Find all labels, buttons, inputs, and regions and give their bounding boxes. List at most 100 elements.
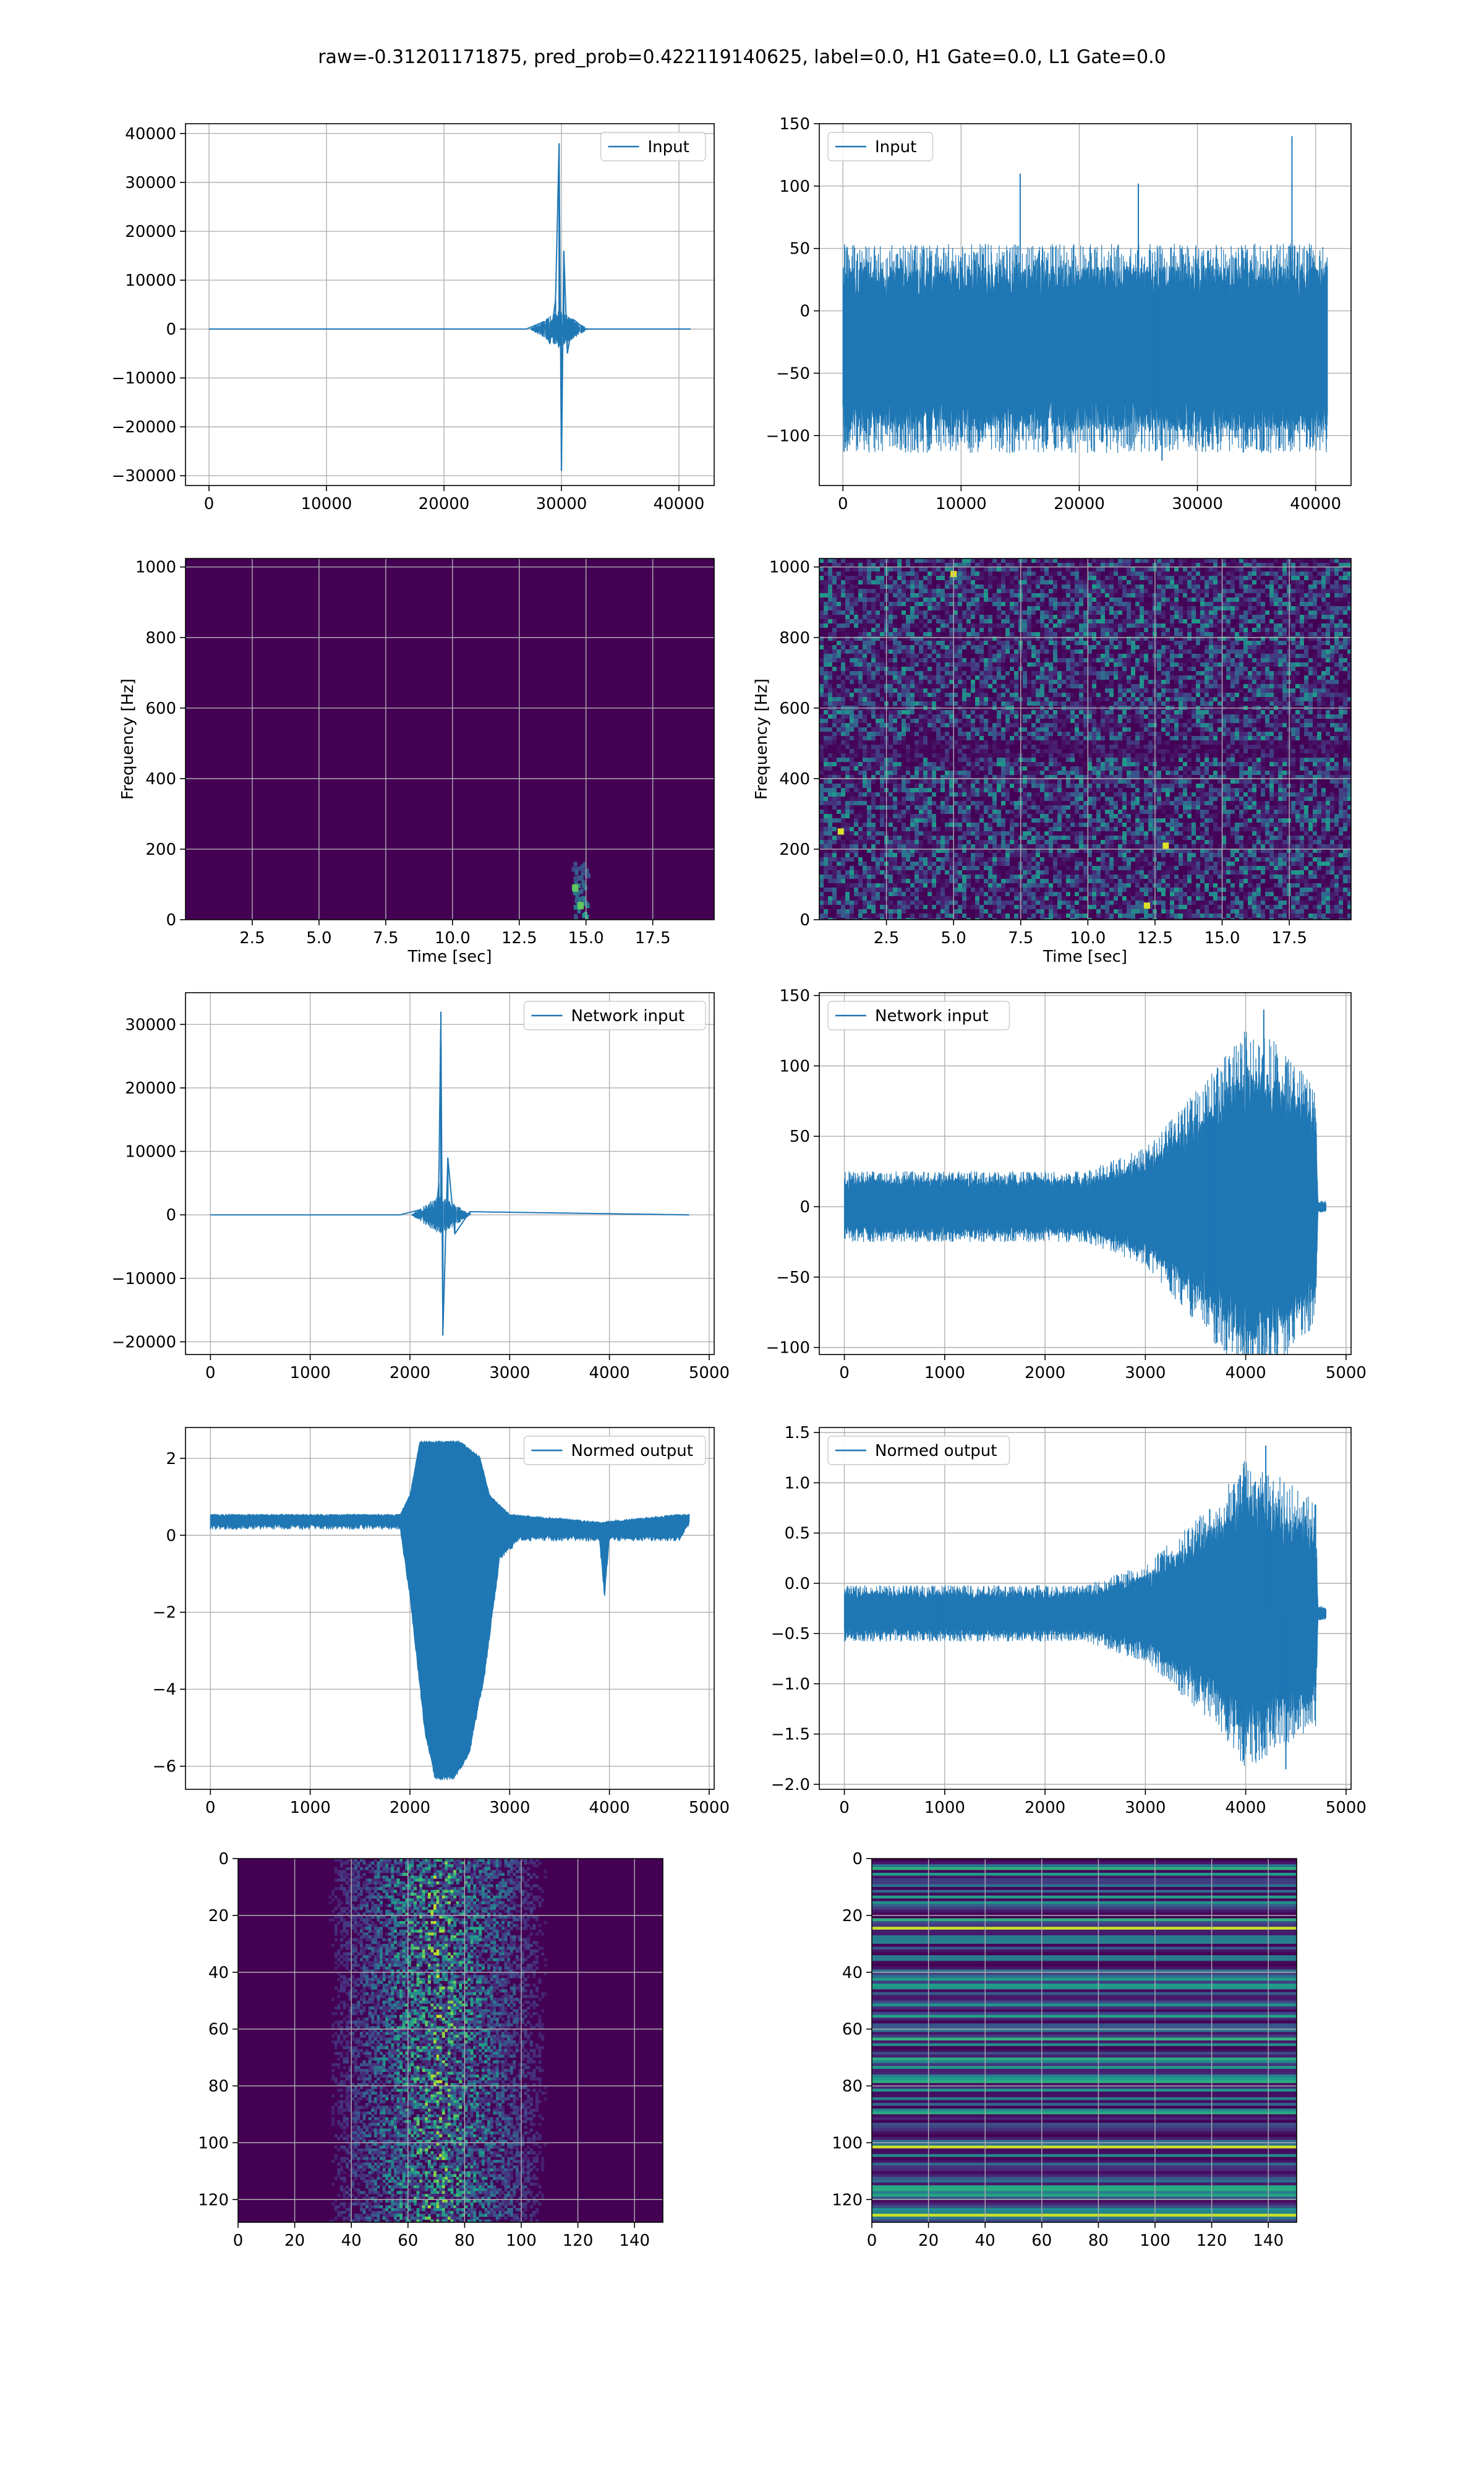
- heatmap-cell: [1114, 567, 1118, 571]
- heatmap-cell: [837, 628, 841, 632]
- heatmap-cell: [1269, 563, 1274, 567]
- heatmap-cell: [867, 589, 871, 593]
- heatmap-cell: [1023, 671, 1027, 675]
- heatmap-cell: [1274, 593, 1278, 597]
- heatmap-cell: [893, 602, 897, 606]
- heatmap-cell: [1248, 606, 1252, 610]
- heatmap-cell: [962, 636, 966, 641]
- heatmap-cell: [1213, 563, 1217, 567]
- heatmap-cell: [841, 615, 845, 619]
- heatmap-cell: [1036, 697, 1040, 701]
- plot-area: [186, 559, 714, 920]
- heatmap-cell: [828, 654, 832, 658]
- heatmap-cell: [889, 671, 893, 675]
- heatmap-cell: [962, 641, 966, 645]
- heatmap-cell: [1192, 563, 1196, 567]
- heatmap-cell: [1326, 654, 1330, 658]
- heatmap-cell: [979, 649, 984, 654]
- heatmap-cell: [1174, 654, 1179, 658]
- heatmap-cell: [832, 688, 837, 693]
- heatmap-cell: [1066, 688, 1070, 693]
- heatmap-cell: [984, 688, 988, 693]
- heatmap-cell: [1122, 649, 1127, 654]
- heatmap-cell: [971, 684, 975, 688]
- heatmap-cell: [1343, 576, 1347, 580]
- heatmap-cell: [1083, 701, 1088, 706]
- heatmap-cell: [1326, 597, 1330, 602]
- heatmap-cell: [1174, 667, 1179, 671]
- heatmap-cell: [902, 645, 906, 649]
- heatmap-cell: [979, 719, 984, 723]
- heatmap-cell: [828, 701, 832, 706]
- heatmap-cell: [1174, 619, 1179, 623]
- heatmap-cell: [819, 563, 824, 567]
- heatmap-cell: [1334, 645, 1339, 649]
- heatmap-cell: [1062, 723, 1066, 727]
- heatmap-cell: [1278, 636, 1282, 641]
- heatmap-cell: [1049, 667, 1053, 671]
- heatmap-cell: [1300, 563, 1304, 567]
- heatmap-cell: [1291, 602, 1295, 606]
- heatmap-cell: [1217, 567, 1222, 571]
- heatmap-cell: [1114, 610, 1118, 615]
- heatmap-cell: [1291, 623, 1295, 628]
- heatmap-cell: [1304, 636, 1308, 641]
- heatmap-cell: [1088, 719, 1092, 723]
- heatmap-cell: [997, 714, 1001, 719]
- heatmap-cell: [962, 684, 966, 688]
- heatmap-cell: [1131, 606, 1135, 610]
- heatmap-cell: [841, 597, 845, 602]
- heatmap-cell: [1291, 654, 1295, 658]
- heatmap-cell: [1217, 593, 1222, 597]
- heatmap-cell: [1343, 684, 1347, 688]
- heatmap-cell: [1230, 563, 1235, 567]
- heatmap-cell: [828, 606, 832, 610]
- heatmap-cell: [1010, 571, 1014, 576]
- heatmap-cell: [1096, 619, 1101, 623]
- heatmap-cell: [1174, 615, 1179, 619]
- heatmap-cell: [880, 688, 884, 693]
- heatmap-cell: [1187, 576, 1192, 580]
- heatmap-cell: [1166, 684, 1170, 688]
- heatmap-cell: [1083, 597, 1088, 602]
- heatmap-cell: [927, 671, 932, 675]
- heatmap-cell: [1239, 589, 1243, 593]
- heatmap-cell: [858, 723, 863, 727]
- heatmap-cell: [1161, 628, 1166, 632]
- heatmap-cell: [1326, 693, 1330, 697]
- heatmap-cell: [850, 580, 854, 584]
- heatmap-cell: [1144, 675, 1148, 680]
- heatmap-cell: [1243, 610, 1248, 615]
- heatmap-cell: [893, 571, 897, 576]
- heatmap-cell: [854, 567, 858, 571]
- heatmap-cell: [845, 649, 850, 654]
- heatmap-cell: [979, 571, 984, 576]
- heatmap-cell: [1148, 628, 1153, 632]
- heatmap-cell: [1300, 719, 1304, 723]
- heatmap-cell: [1321, 671, 1326, 675]
- heatmap-cell: [1295, 571, 1300, 576]
- heatmap-cell: [581, 870, 585, 876]
- heatmap-cell: [1269, 693, 1274, 697]
- heatmap-cell: [940, 559, 945, 563]
- heatmap-cell: [932, 701, 936, 706]
- heatmap-cell: [915, 589, 919, 593]
- heatmap-cell: [897, 636, 902, 641]
- heatmap-cell: [1010, 567, 1014, 571]
- heatmap-cell: [1317, 671, 1321, 675]
- heatmap-cell: [919, 675, 923, 680]
- heatmap-cell: [1222, 619, 1226, 623]
- heatmap-cell: [1295, 710, 1300, 714]
- heatmap-cell: [1027, 693, 1031, 697]
- heatmap-cell: [1209, 615, 1213, 619]
- heatmap-cell: [1313, 697, 1317, 701]
- heatmap-cell: [1317, 658, 1321, 662]
- heatmap-cell: [1109, 584, 1114, 589]
- heatmap-cell: [1269, 567, 1274, 571]
- heatmap-cell: [1239, 610, 1243, 615]
- heatmap-cell: [1243, 693, 1248, 697]
- heatmap-cell: [962, 649, 966, 654]
- heatmap-cell: [915, 710, 919, 714]
- heatmap-cell: [915, 667, 919, 671]
- heatmap-cell: [1140, 675, 1144, 680]
